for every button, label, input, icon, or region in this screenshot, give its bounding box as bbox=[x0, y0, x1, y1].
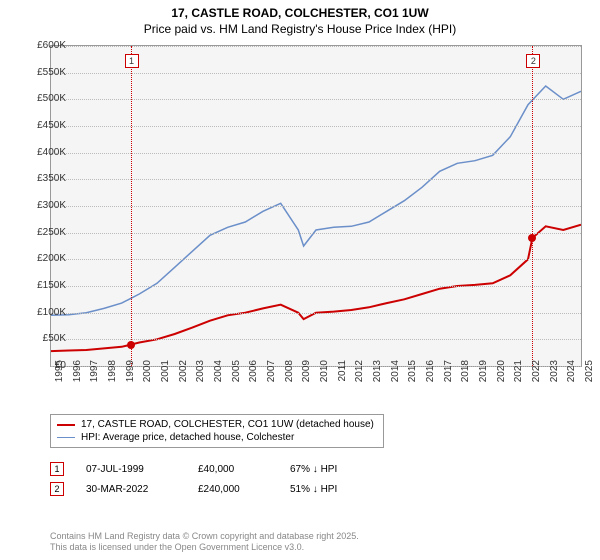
x-axis-label: 2012 bbox=[354, 360, 365, 400]
chart-title: 17, CASTLE ROAD, COLCHESTER, CO1 1UW bbox=[0, 0, 600, 22]
x-axis-label: 2023 bbox=[549, 360, 560, 400]
sale-hpi-delta: 67% ↓ HPI bbox=[290, 464, 337, 475]
y-axis-label: £600K bbox=[18, 40, 66, 51]
y-axis-label: £550K bbox=[18, 67, 66, 78]
y-axis-label: £250K bbox=[18, 227, 66, 238]
footer-line-1: Contains HM Land Registry data © Crown c… bbox=[50, 531, 359, 543]
x-axis-label: 2014 bbox=[390, 360, 401, 400]
sale-marker-badge: 2 bbox=[526, 54, 540, 68]
x-axis-label: 2001 bbox=[160, 360, 171, 400]
chart-container: 17, CASTLE ROAD, COLCHESTER, CO1 1UW Pri… bbox=[0, 0, 600, 560]
sale-detail-row: 2 30-MAR-2022 £240,000 51% ↓ HPI bbox=[50, 482, 337, 496]
x-axis-label: 1995 bbox=[54, 360, 65, 400]
y-axis-label: £100K bbox=[18, 307, 66, 318]
sale-hpi-delta: 51% ↓ HPI bbox=[290, 484, 337, 495]
x-axis-label: 1997 bbox=[89, 360, 100, 400]
x-axis-label: 2009 bbox=[301, 360, 312, 400]
x-axis-label: 2016 bbox=[425, 360, 436, 400]
sale-marker-badge: 1 bbox=[125, 54, 139, 68]
y-axis-label: £300K bbox=[18, 200, 66, 211]
x-axis-label: 1998 bbox=[107, 360, 118, 400]
y-axis-label: £50K bbox=[18, 333, 66, 344]
x-axis-label: 2010 bbox=[319, 360, 330, 400]
x-axis-label: 2024 bbox=[566, 360, 577, 400]
x-axis-label: 2021 bbox=[513, 360, 524, 400]
sale-id-badge: 2 bbox=[50, 482, 64, 496]
y-axis-label: £350K bbox=[18, 173, 66, 184]
legend-swatch bbox=[57, 424, 75, 426]
x-axis-label: 2000 bbox=[142, 360, 153, 400]
x-axis-label: 2011 bbox=[337, 360, 348, 400]
footer-text: Contains HM Land Registry data © Crown c… bbox=[50, 531, 359, 554]
x-axis-label: 2017 bbox=[443, 360, 454, 400]
x-axis-label: 2007 bbox=[266, 360, 277, 400]
x-axis-label: 2025 bbox=[584, 360, 595, 400]
x-axis-label: 2018 bbox=[460, 360, 471, 400]
x-axis-label: 2022 bbox=[531, 360, 542, 400]
x-axis-label: 2020 bbox=[496, 360, 507, 400]
sale-price: £40,000 bbox=[198, 464, 268, 475]
y-axis-label: £150K bbox=[18, 280, 66, 291]
sale-point-dot bbox=[528, 234, 536, 242]
x-axis-label: 2019 bbox=[478, 360, 489, 400]
legend-swatch bbox=[57, 437, 75, 438]
x-axis-label: 2005 bbox=[231, 360, 242, 400]
chart-subtitle: Price paid vs. HM Land Registry's House … bbox=[0, 22, 600, 36]
x-axis-label: 2006 bbox=[248, 360, 259, 400]
x-axis-label: 2008 bbox=[284, 360, 295, 400]
y-axis-label: £400K bbox=[18, 147, 66, 158]
legend-label: HPI: Average price, detached house, Colc… bbox=[81, 432, 294, 443]
y-axis-label: £200K bbox=[18, 253, 66, 264]
x-axis-label: 2003 bbox=[195, 360, 206, 400]
footer-line-2: This data is licensed under the Open Gov… bbox=[50, 542, 359, 554]
legend-box: 17, CASTLE ROAD, COLCHESTER, CO1 1UW (de… bbox=[50, 414, 384, 448]
x-axis-label: 2013 bbox=[372, 360, 383, 400]
x-axis-label: 2004 bbox=[213, 360, 224, 400]
sale-price: £240,000 bbox=[198, 484, 268, 495]
sale-point-dot bbox=[127, 341, 135, 349]
x-axis-label: 1999 bbox=[125, 360, 136, 400]
sale-date: 30-MAR-2022 bbox=[86, 484, 176, 495]
legend-row: HPI: Average price, detached house, Colc… bbox=[57, 431, 377, 444]
sale-id-badge: 1 bbox=[50, 462, 64, 476]
y-axis-label: £500K bbox=[18, 93, 66, 104]
y-axis-label: £450K bbox=[18, 120, 66, 131]
x-axis-label: 2015 bbox=[407, 360, 418, 400]
x-axis-label: 2002 bbox=[178, 360, 189, 400]
sale-marker-line bbox=[131, 46, 132, 366]
sale-detail-row: 1 07-JUL-1999 £40,000 67% ↓ HPI bbox=[50, 462, 337, 476]
legend-row: 17, CASTLE ROAD, COLCHESTER, CO1 1UW (de… bbox=[57, 418, 377, 431]
x-axis-label: 1996 bbox=[72, 360, 83, 400]
legend-label: 17, CASTLE ROAD, COLCHESTER, CO1 1UW (de… bbox=[81, 419, 374, 430]
sale-marker-line bbox=[532, 46, 533, 366]
sale-date: 07-JUL-1999 bbox=[86, 464, 176, 475]
plot-area: 12 bbox=[50, 45, 582, 367]
